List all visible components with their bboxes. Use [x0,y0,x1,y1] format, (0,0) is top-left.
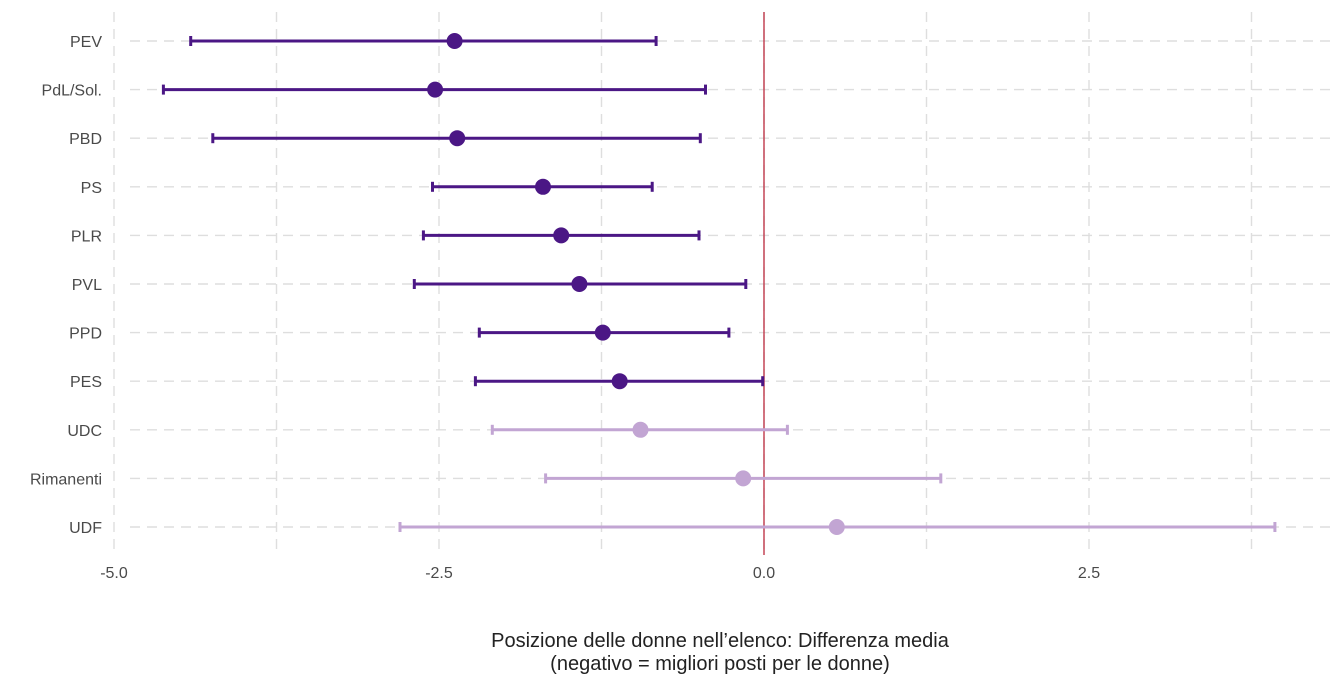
x-tick-label: 0.0 [753,565,775,582]
mean-point [449,130,466,147]
y-tick-label: Rimanenti [30,471,102,488]
mean-point [427,81,444,98]
x-axis-labels: -5.0 -2.5 0.0 2.5 [100,565,1100,582]
mean-point [594,324,611,341]
mean-point [553,227,570,244]
mean-point [571,276,588,292]
y-tick-label: UDF [69,520,102,537]
mean-point [535,178,551,195]
x-axis-title-line-2: (negativo = migliori posti per le donne) [550,653,890,674]
y-axis-labels: PEV PdL/Sol. PBD PS PLR PVL PPD PES UDC Rimanenti… [30,34,102,537]
mean-point [828,519,845,535]
mean-point [611,373,628,390]
mean-point [735,470,752,487]
y-tick-label: PBD [69,131,102,148]
y-tick-label: PVL [72,277,102,294]
mean-points [427,33,845,535]
x-tick-label: -2.5 [425,565,453,582]
y-tick-label: PLR [71,228,102,245]
x-tick-label: 2.5 [1078,565,1100,582]
y-tick-label: PPD [69,326,102,343]
y-tick-label: PdL/Sol. [42,83,102,100]
y-tick-label: UDC [67,423,102,440]
mean-point [446,33,463,49]
y-tick-label: PEV [70,34,102,51]
x-axis-title-line-1: Posizione delle donne nell’elenco: Diffe… [491,630,950,652]
x-tick-label: -5.0 [100,565,128,582]
y-tick-label: PS [81,180,102,197]
y-tick-label: PES [70,374,102,391]
mean-point [632,421,649,438]
